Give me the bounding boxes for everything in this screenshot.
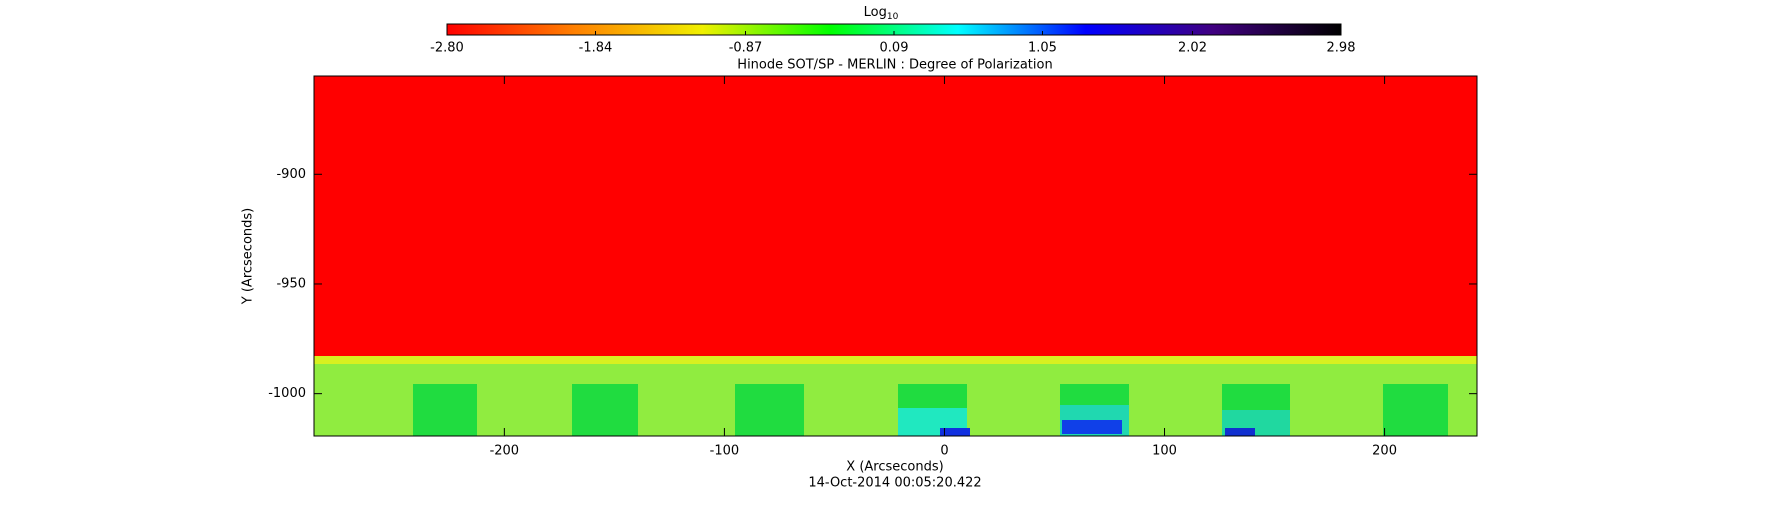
plot-frame [313,75,1478,437]
y-tick-label: -1000 [268,386,306,401]
colorbar-tick-label: -1.84 [579,41,613,56]
colorbar-tick-label: 2.98 [1327,41,1356,56]
x-tick-label: 0 [940,444,948,459]
heatmap-image [314,76,1477,436]
footer: 14-Oct-2014 00:05:20.422 [808,476,981,491]
colorbar-tick-label: 2.02 [1178,41,1207,56]
heatmap-limb [314,356,1477,366]
x-tick-label: 100 [1152,444,1177,459]
colorbar-tick-label: 1.05 [1028,41,1057,56]
x-axis-label: X (Arcseconds) [846,460,943,475]
colorbar-tick-label: 0.09 [880,41,909,56]
colorbar-label-text: Log [864,5,887,20]
heatmap-strong-signal [898,405,1290,436]
x-tick-label: -100 [710,444,740,459]
heatmap-disk [314,364,1477,436]
chart-title: Hinode SOT/SP - MERLIN : Degree of Polar… [737,58,1052,73]
colorbar-tick-label: -2.80 [430,41,464,56]
y-tick-label: -900 [276,167,306,182]
x-tick-label: 200 [1372,444,1397,459]
colorbar-label-subscript: 10 [887,12,899,22]
y-tick-label: -950 [276,276,306,291]
colorbar-tick-label: -0.87 [729,41,763,56]
colorbar-label: Log10 [864,5,899,22]
x-tick-label: -200 [490,444,520,459]
y-axis-label: Y (Arcseconds) [241,208,256,305]
